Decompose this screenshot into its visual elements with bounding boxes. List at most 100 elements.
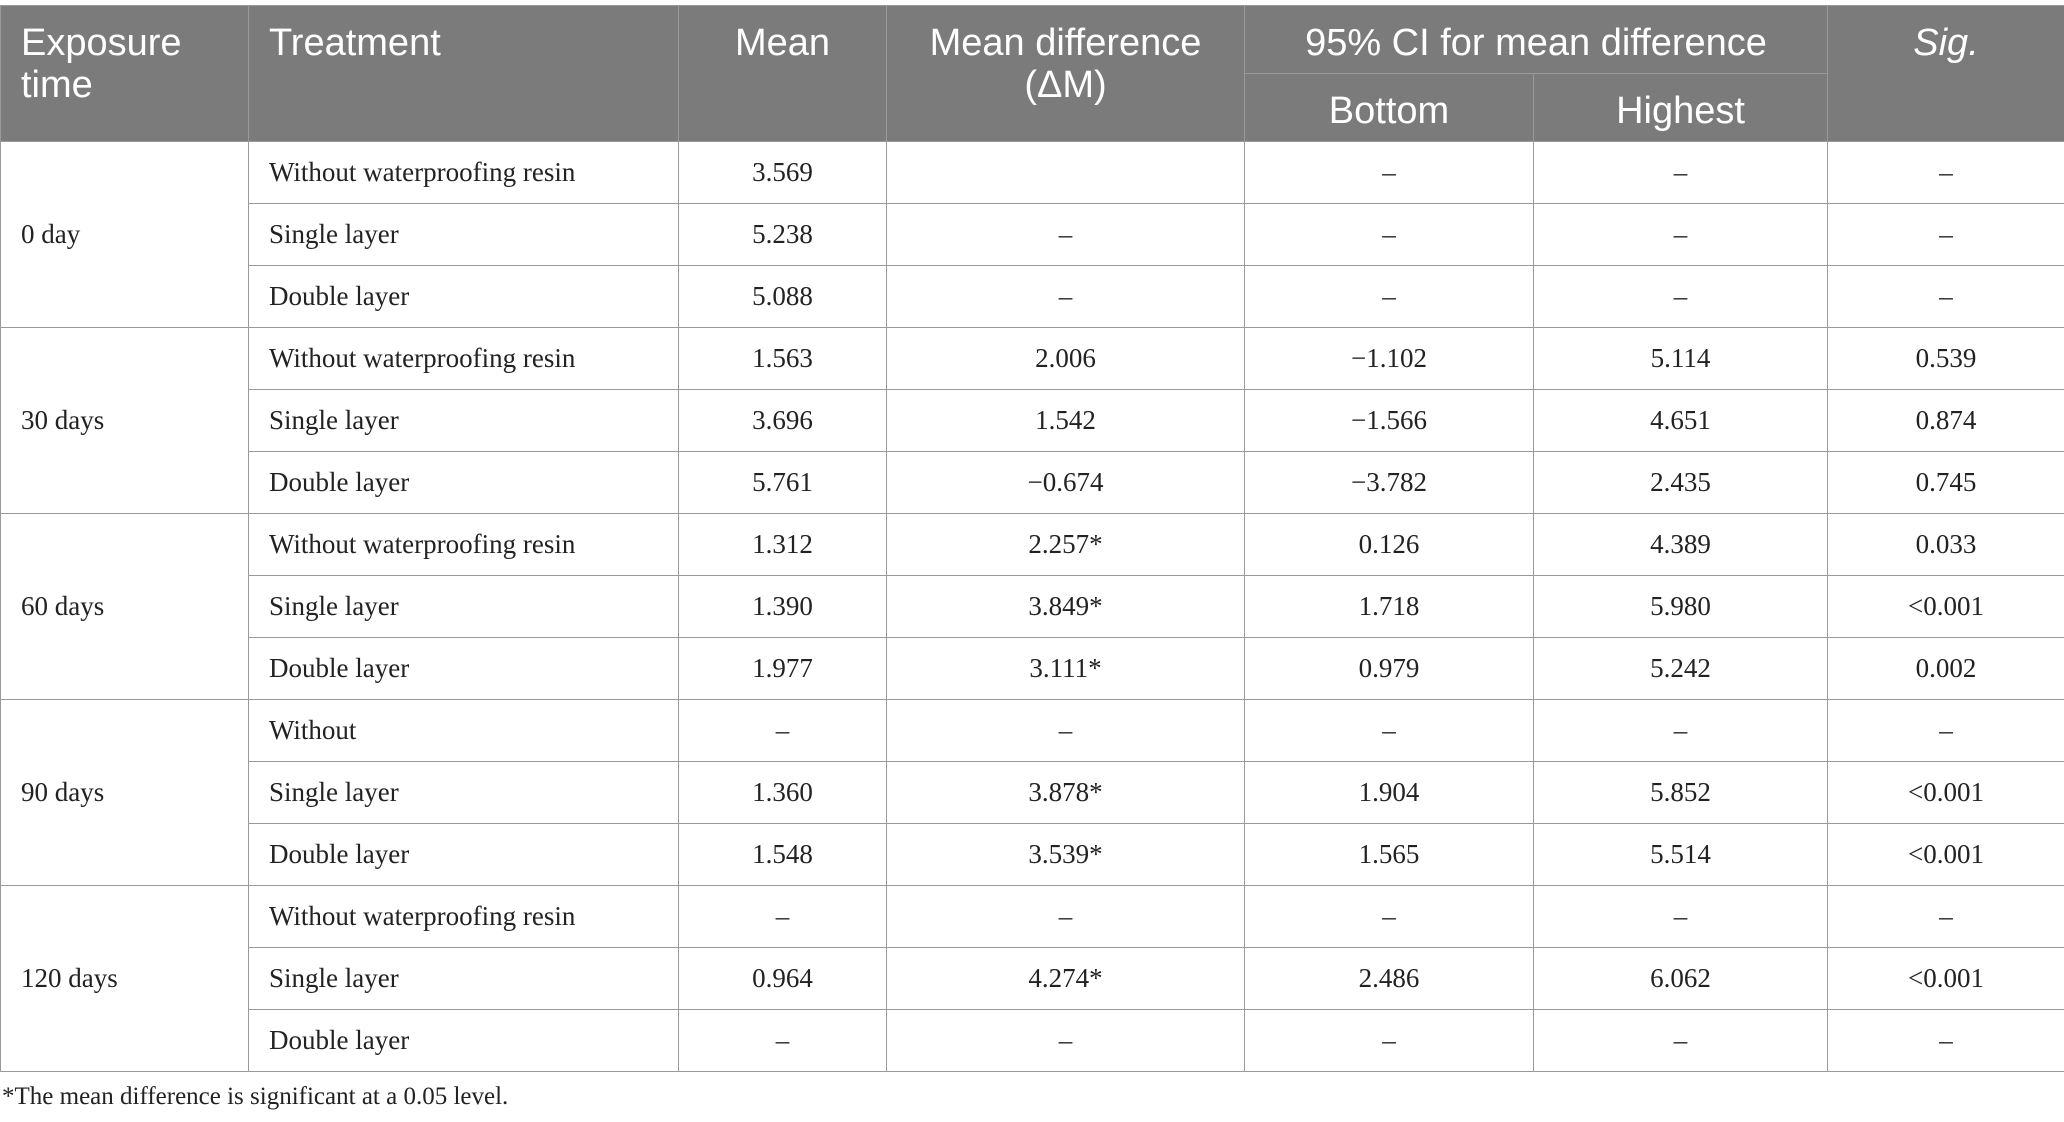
ci-highest-cell: 5.852 xyxy=(1532,761,1829,824)
treatment-cell: Without waterproofing resin xyxy=(248,513,679,576)
mean-difference-cell: – xyxy=(886,699,1245,762)
sig-cell: – xyxy=(1827,699,2064,762)
ci-highest-cell: – xyxy=(1532,1009,1829,1072)
treatment-cell: Single layer xyxy=(248,575,679,638)
treatment-cell: Without waterproofing resin xyxy=(248,141,679,204)
ci-highest-cell: – xyxy=(1532,265,1829,328)
ci-bottom-cell: – xyxy=(1244,885,1534,948)
treatment-cell: Single layer xyxy=(248,761,679,824)
mean-difference-cell: 2.006 xyxy=(886,327,1245,390)
mean-difference-cell: 1.542 xyxy=(886,389,1245,452)
header-ci-highest: Highest xyxy=(1532,73,1829,142)
table-row: Double layer – – – – – xyxy=(1,1009,2064,1072)
ci-highest-cell: – xyxy=(1532,141,1829,204)
ci-highest-cell: 5.514 xyxy=(1532,823,1829,886)
treatment-cell: Without xyxy=(248,699,679,762)
ci-bottom-cell: 1.718 xyxy=(1244,575,1534,638)
table-row: Double layer 5.761 −0.674 −3.782 2.435 0.745 xyxy=(1,451,2064,514)
treatment-cell: Without waterproofing resin xyxy=(248,327,679,390)
ci-highest-cell: 5.114 xyxy=(1532,327,1829,390)
ci-highest-cell: 4.651 xyxy=(1532,389,1829,452)
ci-highest-cell: 5.980 xyxy=(1532,575,1829,638)
ci-bottom-cell: – xyxy=(1244,1009,1534,1072)
mean-cell: 5.238 xyxy=(678,203,887,266)
ci-bottom-cell: – xyxy=(1244,699,1534,762)
mean-cell: 5.761 xyxy=(678,451,887,514)
mean-difference-cell: 4.274* xyxy=(886,947,1245,1010)
sig-cell: – xyxy=(1827,1009,2064,1072)
exposure-time-cell: 60 days xyxy=(0,513,249,700)
mean-cell: 1.360 xyxy=(678,761,887,824)
sig-cell: 0.539 xyxy=(1827,327,2064,390)
sig-cell: 0.745 xyxy=(1827,451,2064,514)
table-row: 0 day Without waterproofing resin 3.569– – – xyxy=(0,141,2064,328)
mean-difference-cell xyxy=(886,141,1245,204)
table-footnote: *The mean difference is significant at a… xyxy=(2,1083,509,1110)
mean-cell: 0.964 xyxy=(678,947,887,1010)
mean-cell: – xyxy=(678,885,887,948)
table-row: Single layer 3.696 1.542 −1.566 4.651 0.874 xyxy=(1,389,2064,452)
mean-cell: 1.977 xyxy=(678,637,887,700)
ci-bottom-cell: 1.904 xyxy=(1244,761,1534,824)
exposure-time-cell: 0 day xyxy=(0,141,249,328)
ci-highest-cell: 6.062 xyxy=(1532,947,1829,1010)
table-row: Double layer 5.088– – – – xyxy=(1,265,2064,328)
ci-bottom-cell: 2.486 xyxy=(1244,947,1534,1010)
table-row: Single layer 1.390 3.849* 1.718 5.980 <0.001 xyxy=(1,575,2064,638)
sig-cell: – xyxy=(1827,141,2064,204)
header-mean: Mean xyxy=(678,5,887,142)
exposure-time-cell: 30 days xyxy=(0,327,249,514)
table-row: 90 days Without – – – – – xyxy=(0,699,2064,886)
sig-cell: <0.001 xyxy=(1827,575,2064,638)
ci-highest-cell: – xyxy=(1532,699,1829,762)
mean-cell: 5.088 xyxy=(678,265,887,328)
table-row: 60 days Without waterproofing resin 1.312 2… xyxy=(0,513,2064,700)
mean-cell: – xyxy=(678,1009,887,1072)
header-row-main: Exposure time Treatment Mean Mean differ… xyxy=(0,5,2064,142)
ci-highest-cell: – xyxy=(1532,203,1829,266)
treatment-cell: Double layer xyxy=(248,1009,679,1072)
mean-cell: – xyxy=(678,699,887,762)
table-row: Single layer 5.238– – – – xyxy=(1,203,2064,266)
ci-bottom-cell: −1.102 xyxy=(1244,327,1534,390)
ci-bottom-cell: −1.566 xyxy=(1244,389,1534,452)
sig-cell: <0.001 xyxy=(1827,947,2064,1010)
table-row: Double layer 1.977 3.111* 0.979 5.242 0.002 xyxy=(1,637,2064,700)
header-ci-bottom: Bottom xyxy=(1244,73,1534,142)
treatment-cell: Single layer xyxy=(248,947,679,1010)
ci-bottom-cell: 0.979 xyxy=(1244,637,1534,700)
mean-cell: 1.390 xyxy=(678,575,887,638)
mean-difference-cell: – xyxy=(886,203,1245,266)
mean-difference-cell: −0.674 xyxy=(886,451,1245,514)
ci-bottom-cell: 0.126 xyxy=(1244,513,1534,576)
sig-cell: – xyxy=(1827,203,2064,266)
sig-cell: – xyxy=(1827,885,2064,948)
mean-difference-cell: 3.111* xyxy=(886,637,1245,700)
mean-difference-cell: 2.257* xyxy=(886,513,1245,576)
header-sig: Sig. xyxy=(1827,5,2064,142)
mean-difference-cell: 3.849* xyxy=(886,575,1245,638)
treatment-cell: Double layer xyxy=(248,637,679,700)
sig-cell: <0.001 xyxy=(1827,761,2064,824)
sig-cell: – xyxy=(1827,265,2064,328)
mean-difference-cell: – xyxy=(886,885,1245,948)
sig-cell: 0.874 xyxy=(1827,389,2064,452)
ci-bottom-cell: −3.782 xyxy=(1244,451,1534,514)
treatment-cell: Without waterproofing resin xyxy=(248,885,679,948)
ci-highest-cell: 5.242 xyxy=(1532,637,1829,700)
ci-bottom-cell: – xyxy=(1244,265,1534,328)
mean-difference-cell: – xyxy=(886,265,1245,328)
sig-cell: 0.002 xyxy=(1827,637,2064,700)
treatment-cell: Single layer xyxy=(248,389,679,452)
sig-cell: <0.001 xyxy=(1827,823,2064,886)
table-body: 0 day Without waterproofing resin 3.569– – –… xyxy=(0,141,2064,1072)
results-table: Exposure time Treatment Mean Mean differ… xyxy=(0,5,2064,1072)
header-row-sub: Bottom Highest xyxy=(1,73,2064,142)
header-exposure-time: Exposure time xyxy=(0,5,249,142)
mean-cell: 1.312 xyxy=(678,513,887,576)
table-row: 120 days Without waterproofing resin – – – – – xyxy=(0,885,2064,1072)
mean-difference-cell: 3.878* xyxy=(886,761,1245,824)
treatment-cell: Double layer xyxy=(248,823,679,886)
ci-highest-cell: 2.435 xyxy=(1532,451,1829,514)
table-row: Single layer 0.964 4.274* 2.486 6.062 <0.001 xyxy=(1,947,2064,1010)
